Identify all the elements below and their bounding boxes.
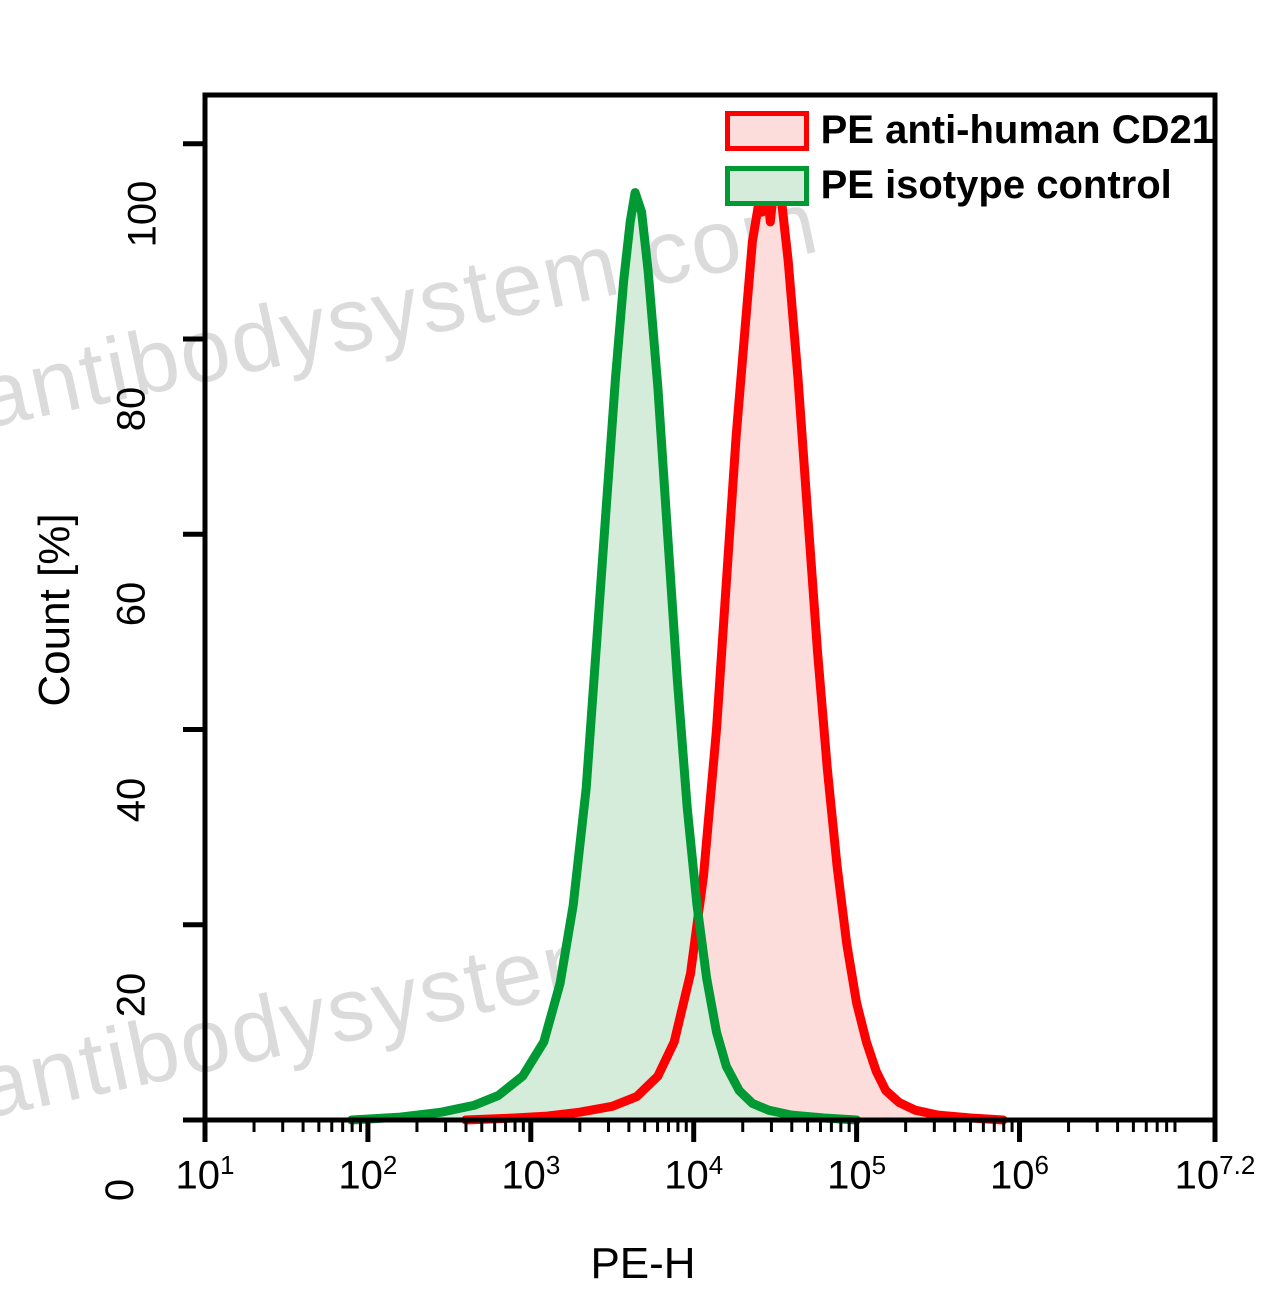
legend-label: PE anti-human CD21 <box>821 108 1214 153</box>
legend-swatch <box>725 166 809 206</box>
y-tick-label: 60 <box>109 582 189 627</box>
y-tick-label: 100 <box>120 180 200 247</box>
x-tick-label: 103 <box>476 1150 586 1198</box>
series-fill-0 <box>466 173 1004 1120</box>
x-tick-label: 106 <box>965 1150 1075 1198</box>
x-tick-label: 102 <box>313 1150 423 1198</box>
legend: PE anti-human CD21 PE isotype control <box>725 108 1214 208</box>
y-tick-label: 40 <box>109 777 189 822</box>
legend-item: PE isotype control <box>725 163 1214 208</box>
x-tick-label: 104 <box>639 1150 749 1198</box>
flow-cytometry-histogram: antibodysystem.comantibodysystem.com Cou… <box>0 0 1286 1301</box>
legend-swatch <box>725 111 809 151</box>
y-tick-label: 20 <box>109 973 189 1018</box>
y-tick-label: 80 <box>109 387 189 432</box>
x-tick-label: 101 <box>150 1150 260 1198</box>
x-tick-label: 107.2 <box>1160 1150 1270 1198</box>
x-axis-label: PE-H <box>590 1239 695 1289</box>
y-axis-label: Count [%] <box>30 513 80 706</box>
x-tick-label: 105 <box>802 1150 912 1198</box>
legend-label: PE isotype control <box>821 163 1172 208</box>
legend-item: PE anti-human CD21 <box>725 108 1214 153</box>
